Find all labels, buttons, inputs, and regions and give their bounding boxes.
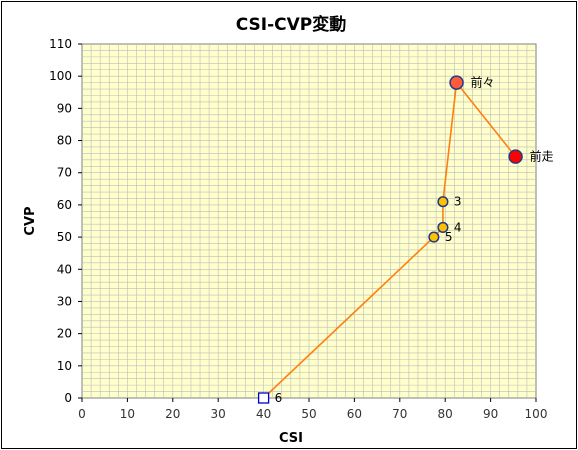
y-tick-label: 40 <box>57 262 72 276</box>
grid-lines <box>82 44 536 398</box>
x-tick-label: 0 <box>78 407 86 421</box>
data-point <box>508 149 523 164</box>
y-tick-label: 30 <box>57 294 72 308</box>
point-label: 前走 <box>530 149 554 164</box>
data-point-square <box>257 392 270 404</box>
y-tick-label: 10 <box>57 359 72 373</box>
x-tick-label: 50 <box>301 407 316 421</box>
data-points <box>257 75 523 404</box>
x-tick-label: 90 <box>483 407 498 421</box>
data-point <box>449 75 464 90</box>
x-tick-label: 40 <box>256 407 271 421</box>
y-tick-label: 20 <box>57 327 72 341</box>
point-label: 6 <box>275 391 283 405</box>
x-tick-label: 60 <box>347 407 362 421</box>
x-axis-title: CSI <box>279 431 303 446</box>
y-tick-label: 100 <box>49 69 72 83</box>
y-tick-label: 80 <box>57 134 72 148</box>
y-tick-label: 0 <box>64 391 72 405</box>
point-label: 4 <box>454 220 462 234</box>
series-line <box>263 80 517 399</box>
x-tick-label: 30 <box>211 407 226 421</box>
x-tick-label: 70 <box>392 407 407 421</box>
point-label: 3 <box>454 195 462 209</box>
y-tick-label: 110 <box>49 37 72 51</box>
data-point <box>437 221 449 233</box>
series-polyline <box>263 80 517 399</box>
x-tick-label: 100 <box>525 407 548 421</box>
x-tick-label: 20 <box>165 407 180 421</box>
y-tick-label: 60 <box>57 198 72 212</box>
point-label: 前々 <box>471 75 495 90</box>
y-tick-label: 70 <box>57 166 72 180</box>
chart-title: CSI-CVP変動 <box>236 14 347 35</box>
y-axis-ticks: 0 10 20 30 40 50 60 70 80 90 100 110 <box>49 37 82 405</box>
y-axis-title: CVP <box>23 206 38 235</box>
data-point <box>437 196 449 208</box>
data-point <box>428 231 440 243</box>
y-tick-label: 50 <box>57 230 72 244</box>
x-tick-label: 10 <box>120 407 135 421</box>
point-label: 5 <box>445 230 453 244</box>
x-tick-label: 80 <box>438 407 453 421</box>
y-tick-label: 90 <box>57 101 72 115</box>
x-axis-ticks: 0 10 20 30 40 50 60 70 80 90 100 <box>78 398 547 421</box>
